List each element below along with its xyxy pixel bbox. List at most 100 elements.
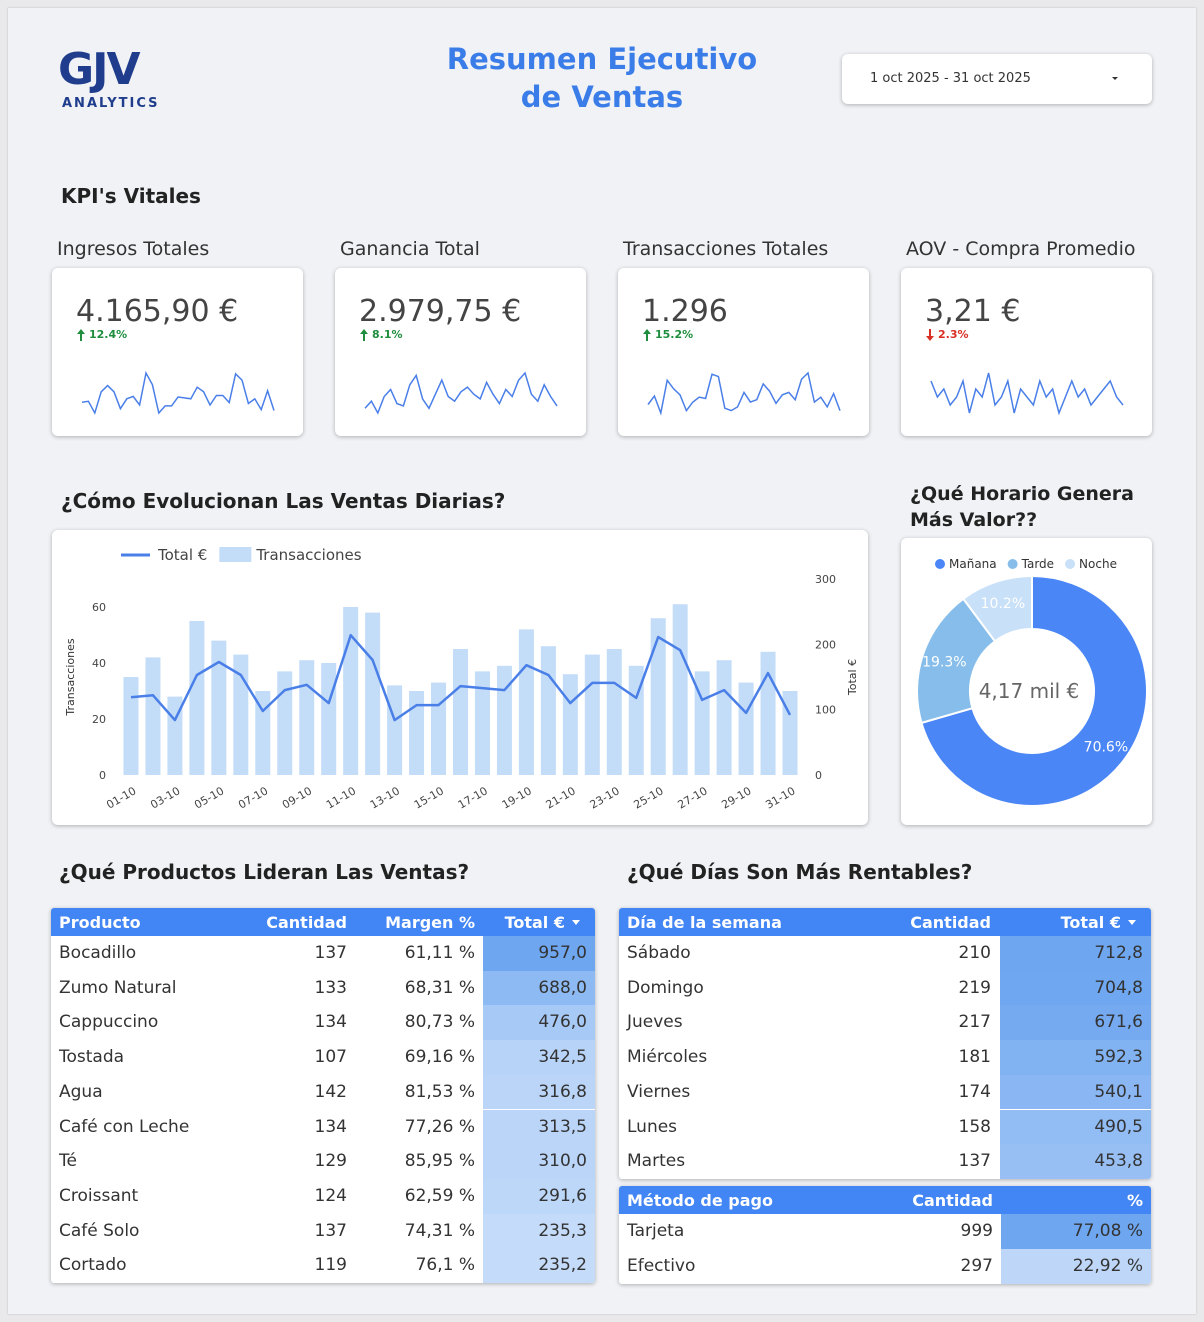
kpi-delta: 8.1%: [372, 328, 403, 341]
table-cell: 62,59 %: [404, 1185, 475, 1206]
sparkline-line: [364, 371, 558, 415]
bar: [716, 660, 732, 775]
delta-arrow: [360, 329, 368, 341]
bar: [540, 646, 556, 775]
data-label: 19.3%: [922, 654, 966, 670]
chart-card: 70.6% 19.3% 10.2% 4,17 mil € Mañana Tarde Noch…: [901, 538, 1152, 825]
table-cell: 85,95 %: [404, 1151, 475, 1172]
dropdown-icon: [1112, 77, 1118, 80]
table-cell: Viernes: [627, 1081, 691, 1102]
heat-cell: [1000, 1144, 1151, 1179]
sparkline-line: [81, 370, 275, 415]
kpi-label: Transacciones Totales: [623, 238, 829, 260]
bar: [145, 657, 161, 775]
table-cell: 22,92 %: [1072, 1256, 1143, 1276]
table-cell: 217: [958, 1012, 991, 1033]
y2-tick-label: 300: [815, 573, 836, 586]
table-header: [619, 908, 1151, 936]
table-header: [619, 1186, 1151, 1214]
table-cell: 174: [958, 1081, 991, 1102]
x-tick-label: 07-10: [236, 784, 270, 811]
table-cell: 137: [314, 1220, 347, 1241]
legend-label: Total €: [157, 546, 207, 564]
table-cell: 76,1 %: [415, 1255, 475, 1276]
table-cell: 540,1: [1094, 1081, 1143, 1102]
table-cell: Café con Leche: [59, 1116, 190, 1137]
chart-title: ¿Cómo Evolucionan Las Ventas Diarias?: [61, 489, 506, 513]
y-tick-label: 40: [92, 657, 106, 670]
kpi-card: 2.979,75 €8.1%: [335, 268, 586, 436]
column-header: Producto: [59, 913, 141, 932]
heat-cell: [1000, 1074, 1151, 1110]
table-cell: Sábado: [627, 943, 691, 963]
heat-cell: [483, 1178, 595, 1214]
sparkline-line: [930, 372, 1124, 416]
logo: GJV: [58, 44, 141, 95]
bar: [409, 691, 425, 775]
table: Método de pago Cantidad% Tarjeta 999 77,08 %…: [619, 1186, 1151, 1284]
y-tick-label: 20: [92, 713, 106, 726]
delta-arrow: [643, 329, 651, 341]
bar: [518, 629, 534, 775]
kpi-delta: 12.4%: [89, 328, 128, 341]
bar: [189, 621, 205, 775]
table-cell: 476,0: [538, 1012, 587, 1033]
heat-cell: [1000, 1005, 1151, 1041]
heat-cell: [483, 1040, 595, 1075]
donut-slice: [920, 574, 1148, 807]
table-cell: 490,5: [1094, 1116, 1143, 1137]
table-cell: 210: [958, 943, 991, 963]
kpi-value: 4.165,90 €: [76, 294, 239, 329]
column-header: Cantidad: [912, 1191, 993, 1210]
column-header: Margen %: [385, 913, 475, 932]
heat-cell: [1000, 1040, 1151, 1075]
bar: [255, 691, 271, 775]
date-picker[interactable]: 1 oct 2025 - 31 oct 2025: [842, 54, 1152, 104]
table-cell: 81,53 %: [404, 1081, 475, 1102]
kpi-label: Ganancia Total: [340, 238, 480, 260]
section-title: KPI's Vitales: [61, 184, 201, 208]
bar: [672, 604, 688, 775]
x-tick-label: 17-10: [456, 784, 490, 811]
x-tick-label: 25-10: [632, 784, 666, 811]
table-cell: Té: [59, 1151, 77, 1172]
bar: [584, 654, 600, 775]
table-cell: 107: [314, 1047, 347, 1068]
table-cell: Agua: [59, 1081, 103, 1102]
table-cell: Tarjeta: [627, 1221, 685, 1241]
table-cell: 592,3: [1094, 1047, 1143, 1068]
table-cell: 69,16 %: [404, 1047, 475, 1068]
bar: [123, 677, 139, 775]
table-cell: 137: [314, 943, 347, 963]
table-cell: 137: [958, 1151, 991, 1172]
table-cell: 235,3: [538, 1220, 587, 1241]
table-cell: 291,6: [538, 1185, 587, 1206]
table-cell: Bocadillo: [59, 943, 137, 963]
kpi-delta: 2.3%: [938, 328, 969, 341]
x-tick-label: 15-10: [412, 784, 446, 811]
legend-swatch: [219, 547, 252, 562]
kpi-card: 4.165,90 €12.4%: [52, 268, 303, 436]
bar: [782, 691, 798, 775]
y2-axis-title: Total €: [846, 659, 859, 696]
donut-slice: [961, 574, 1033, 643]
table-cell: 313,5: [538, 1116, 587, 1137]
legend-dot: [1065, 559, 1076, 569]
table-cell: 77,26 %: [404, 1116, 475, 1137]
column-header: Cantidad: [910, 913, 991, 932]
legend-label: Noche: [1079, 557, 1117, 571]
bar: [321, 663, 337, 775]
bar: [606, 649, 622, 775]
table-cell: 342,5: [538, 1047, 587, 1068]
y-tick-label: 0: [99, 769, 106, 782]
table-cell: Zumo Natural: [59, 977, 177, 998]
table-cell: Cappuccino: [59, 1012, 159, 1033]
delta-arrow: [926, 329, 934, 341]
heat-cell: [483, 1213, 595, 1249]
x-tick-label: 05-10: [192, 784, 226, 811]
bar: [760, 651, 776, 775]
bar: [299, 660, 315, 775]
sparkline: [364, 371, 558, 415]
y-tick-label: 60: [92, 601, 106, 614]
